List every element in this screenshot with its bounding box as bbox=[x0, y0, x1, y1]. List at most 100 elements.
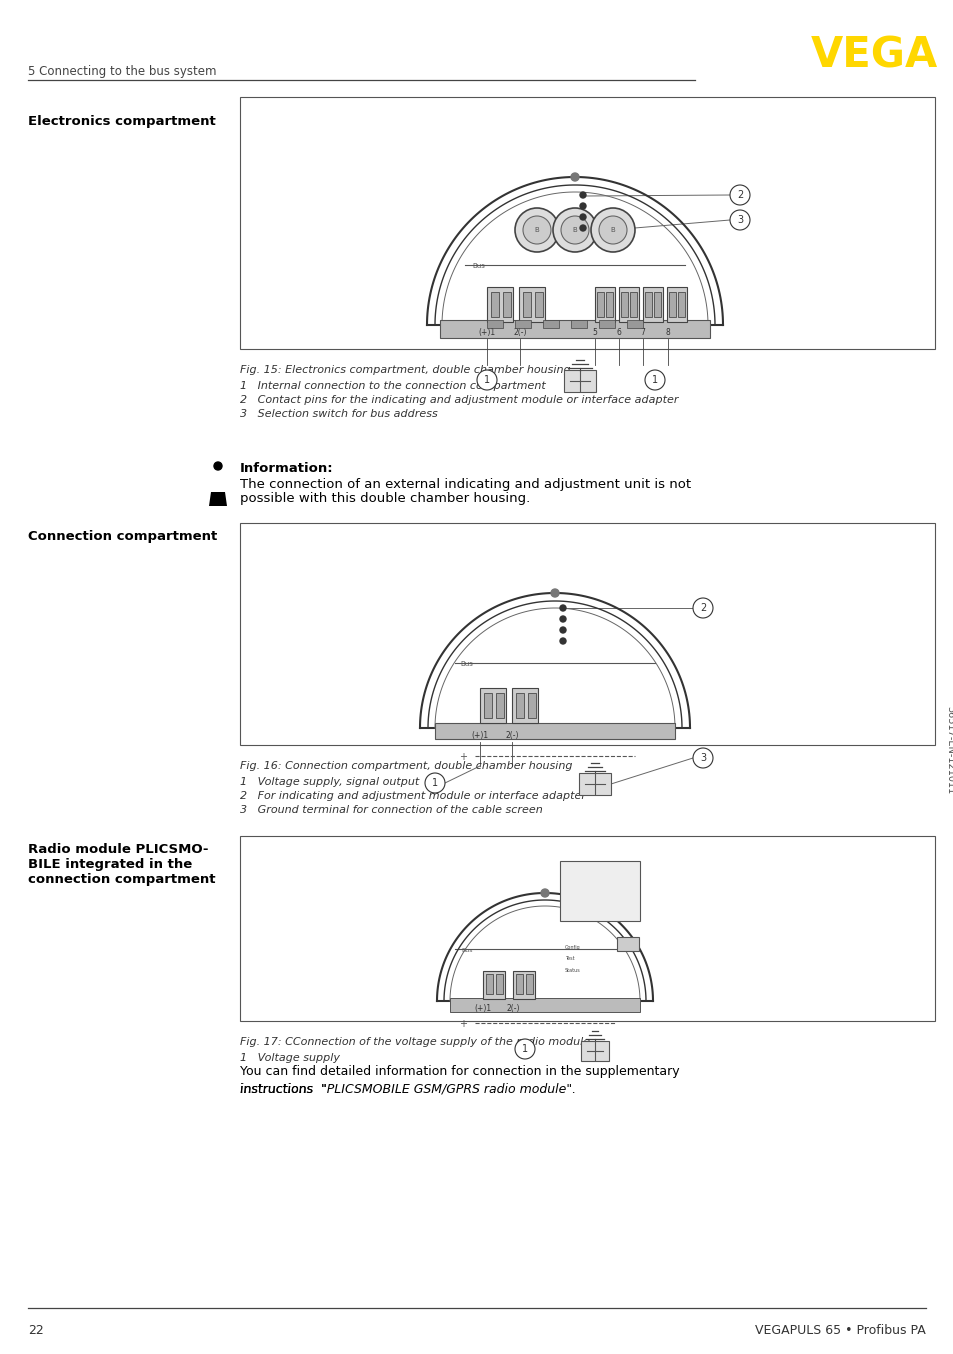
Text: (+)1: (+)1 bbox=[474, 1005, 491, 1013]
Text: 2(-): 2(-) bbox=[505, 731, 518, 741]
Bar bbox=[486, 287, 513, 322]
Bar bbox=[678, 292, 684, 317]
Bar bbox=[598, 320, 615, 328]
Circle shape bbox=[598, 217, 626, 244]
Text: Fig. 15: Electronics compartment, double chamber housing: Fig. 15: Electronics compartment, double… bbox=[240, 366, 570, 375]
Text: Config: Config bbox=[564, 945, 580, 949]
Text: 3: 3 bbox=[736, 215, 742, 225]
Text: 3   Ground terminal for connection of the cable screen: 3 Ground terminal for connection of the … bbox=[240, 806, 542, 815]
Text: 1: 1 bbox=[651, 375, 658, 385]
Bar bbox=[483, 693, 492, 718]
Circle shape bbox=[579, 214, 585, 219]
Text: Radio module PLICSMO-: Radio module PLICSMO- bbox=[28, 844, 209, 856]
Bar bbox=[485, 974, 493, 994]
Text: 1   Internal connection to the connection compartment: 1 Internal connection to the connection … bbox=[240, 380, 545, 391]
Bar bbox=[527, 693, 536, 718]
Circle shape bbox=[560, 217, 588, 244]
Text: +: + bbox=[458, 1020, 467, 1029]
Circle shape bbox=[729, 210, 749, 230]
Circle shape bbox=[553, 209, 597, 252]
Text: 5: 5 bbox=[592, 328, 597, 337]
Text: BILE integrated in the: BILE integrated in the bbox=[28, 858, 193, 871]
Text: 7: 7 bbox=[639, 328, 645, 337]
Circle shape bbox=[559, 627, 565, 634]
Circle shape bbox=[729, 185, 749, 204]
Circle shape bbox=[213, 462, 222, 470]
Text: instructions  "PLICSMOBILE GSM/GPRS radio module".: instructions "PLICSMOBILE GSM/GPRS radio… bbox=[240, 1083, 576, 1095]
Text: 1   Voltage supply: 1 Voltage supply bbox=[240, 1053, 339, 1063]
Text: 3: 3 bbox=[700, 753, 705, 764]
Bar bbox=[522, 292, 531, 317]
Text: connection compartment: connection compartment bbox=[28, 873, 215, 886]
Bar bbox=[516, 974, 522, 994]
Bar bbox=[450, 998, 639, 1011]
Text: Status: Status bbox=[564, 968, 580, 974]
Text: 2(-): 2(-) bbox=[506, 1005, 519, 1013]
Text: Fig. 16: Connection compartment, double chamber housing: Fig. 16: Connection compartment, double … bbox=[240, 761, 572, 770]
Text: Fig. 17: CConnection of the voltage supply of the radio module: Fig. 17: CConnection of the voltage supp… bbox=[240, 1037, 590, 1047]
Text: instructions  ": instructions " bbox=[240, 1083, 327, 1095]
Text: 1: 1 bbox=[432, 779, 437, 788]
Circle shape bbox=[692, 598, 712, 617]
Circle shape bbox=[559, 638, 565, 645]
Bar bbox=[486, 320, 502, 328]
Bar bbox=[666, 287, 686, 322]
Text: +: + bbox=[458, 751, 467, 762]
Text: 3   Selection switch for bus address: 3 Selection switch for bus address bbox=[240, 409, 437, 418]
Circle shape bbox=[590, 209, 635, 252]
Bar bbox=[571, 320, 586, 328]
Text: B: B bbox=[572, 227, 577, 233]
Text: 5 Connecting to the bus system: 5 Connecting to the bus system bbox=[28, 65, 216, 79]
Bar bbox=[525, 974, 533, 994]
Bar bbox=[605, 292, 613, 317]
Text: 2   For indicating and adjustment module or interface adapter: 2 For indicating and adjustment module o… bbox=[240, 791, 585, 802]
Circle shape bbox=[579, 225, 585, 232]
Circle shape bbox=[540, 890, 548, 896]
Circle shape bbox=[579, 203, 585, 209]
Circle shape bbox=[522, 217, 551, 244]
Bar bbox=[542, 320, 558, 328]
Text: 1: 1 bbox=[483, 375, 490, 385]
Circle shape bbox=[476, 370, 497, 390]
Text: 36517-EN-121011: 36517-EN-121011 bbox=[944, 705, 953, 795]
Bar bbox=[502, 292, 511, 317]
Bar bbox=[626, 320, 642, 328]
Bar bbox=[496, 693, 503, 718]
Text: Electronics compartment: Electronics compartment bbox=[28, 115, 215, 129]
Bar bbox=[644, 292, 651, 317]
Text: (+)1: (+)1 bbox=[478, 328, 495, 337]
Text: B: B bbox=[534, 227, 538, 233]
Circle shape bbox=[559, 605, 565, 611]
Bar bbox=[559, 861, 639, 921]
Bar bbox=[240, 523, 934, 745]
Bar bbox=[491, 292, 498, 317]
Text: 8: 8 bbox=[665, 328, 670, 337]
Bar bbox=[535, 292, 542, 317]
Bar bbox=[563, 370, 596, 393]
Bar bbox=[597, 292, 603, 317]
Bar bbox=[240, 835, 934, 1021]
Bar bbox=[240, 97, 934, 349]
Polygon shape bbox=[209, 492, 227, 506]
Bar bbox=[580, 1041, 608, 1062]
Text: 2: 2 bbox=[736, 190, 742, 200]
Text: 2   Contact pins for the indicating and adjustment module or interface adapter: 2 Contact pins for the indicating and ad… bbox=[240, 395, 678, 405]
Text: 2(-): 2(-) bbox=[513, 328, 526, 337]
Text: 2: 2 bbox=[700, 603, 705, 613]
Bar bbox=[642, 287, 662, 322]
Text: 6: 6 bbox=[616, 328, 620, 337]
Bar bbox=[482, 971, 504, 999]
Bar bbox=[629, 292, 637, 317]
Bar bbox=[439, 320, 709, 338]
Text: Bus: Bus bbox=[472, 263, 484, 269]
Text: Test: Test bbox=[564, 956, 574, 961]
Bar bbox=[617, 937, 639, 951]
Circle shape bbox=[424, 773, 444, 793]
Bar bbox=[595, 287, 615, 322]
Text: VEGA: VEGA bbox=[810, 34, 937, 76]
Circle shape bbox=[571, 173, 578, 181]
Text: Connection compartment: Connection compartment bbox=[28, 529, 217, 543]
Bar bbox=[654, 292, 660, 317]
Circle shape bbox=[692, 747, 712, 768]
Text: (+)1: (+)1 bbox=[471, 731, 488, 741]
